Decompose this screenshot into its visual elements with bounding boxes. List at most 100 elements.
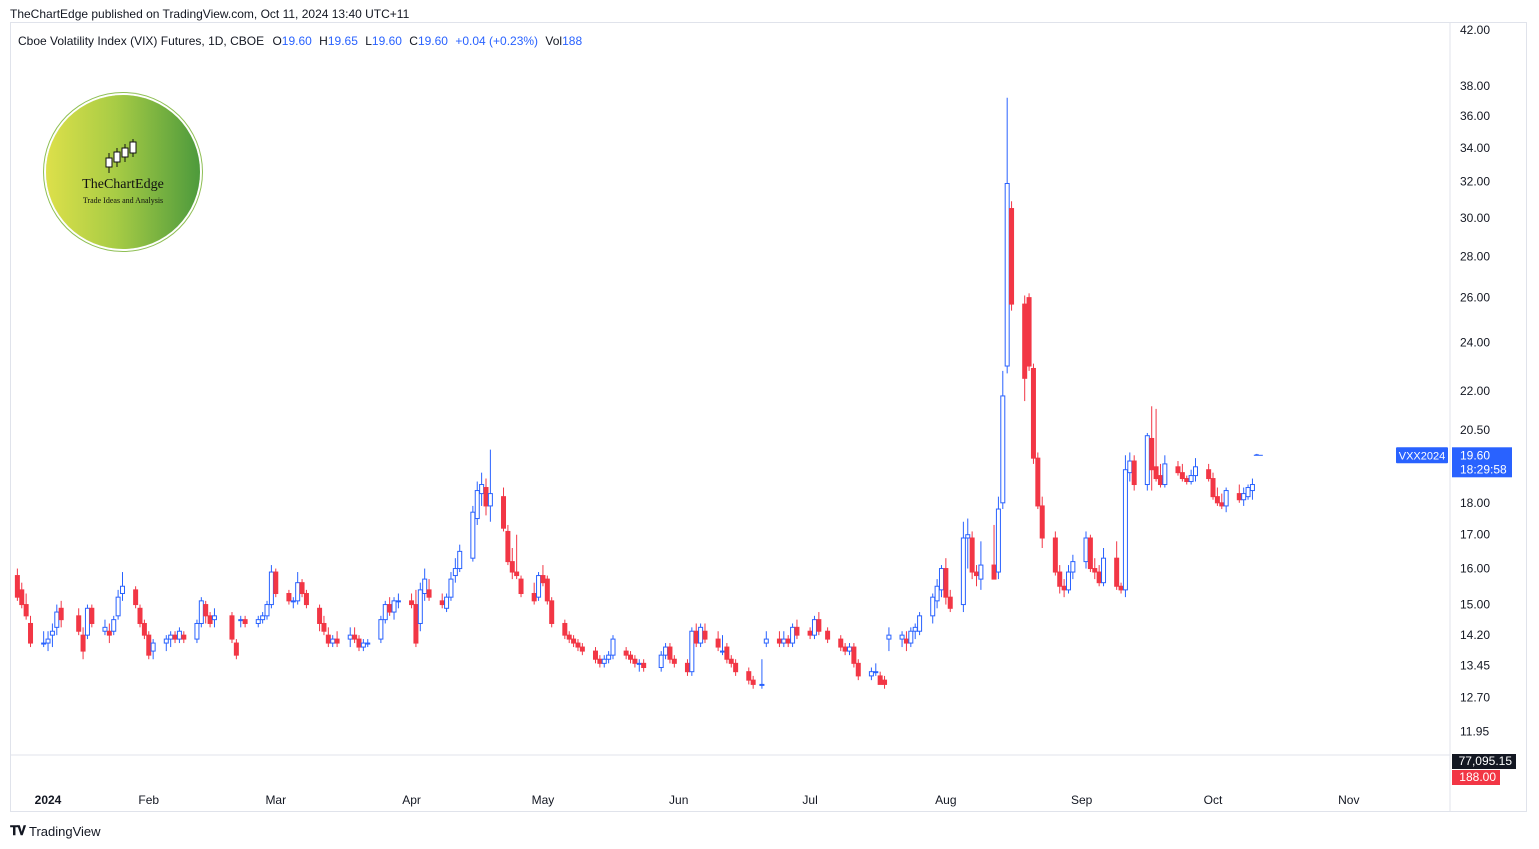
candle <box>842 643 848 656</box>
candle <box>141 619 147 640</box>
candle-body <box>838 638 844 648</box>
candle <box>45 631 51 652</box>
candle-body <box>908 630 914 644</box>
candle <box>14 568 20 601</box>
candle-body <box>715 638 721 648</box>
candle-body <box>474 490 480 520</box>
candle <box>426 579 432 601</box>
candle <box>785 635 791 648</box>
symbol-legend[interactable]: Cboe Volatility Index (VIX) Futures, 1D,… <box>18 34 586 48</box>
price-tick-label: 30.00 <box>1460 211 1490 225</box>
candle <box>1039 496 1045 549</box>
candle-body <box>1179 472 1185 480</box>
candle <box>623 647 629 660</box>
candle <box>321 615 327 636</box>
candle-body <box>194 622 200 640</box>
candle <box>137 604 143 628</box>
candle <box>886 627 892 652</box>
candle-body <box>54 611 60 628</box>
candle <box>325 627 331 648</box>
candle-body <box>947 596 953 609</box>
candle <box>229 612 235 644</box>
candle <box>260 612 266 624</box>
candle <box>133 586 139 609</box>
candle <box>724 643 730 664</box>
candle <box>360 639 366 652</box>
candle-body <box>886 634 892 640</box>
candle-body <box>133 589 139 606</box>
candle-body <box>807 630 813 636</box>
time-tick-label: Sep <box>1071 793 1093 807</box>
candle <box>991 524 997 580</box>
candle-body <box>163 638 169 644</box>
candle <box>347 627 353 648</box>
tradingview-brand[interactable]: 𝐓𝐕 TradingView <box>10 823 101 839</box>
candle-body <box>295 582 301 602</box>
candle-body <box>1026 297 1032 367</box>
candle-body <box>1149 437 1155 471</box>
symbol-price-badge <box>1396 447 1448 464</box>
candle <box>518 575 524 598</box>
candle <box>1131 455 1137 491</box>
candle-body <box>330 638 336 644</box>
candle <box>211 608 217 628</box>
candle <box>825 627 831 644</box>
candle-body <box>776 638 782 644</box>
price-tick-label: 24.00 <box>1460 335 1490 349</box>
candle <box>763 631 769 648</box>
candle <box>632 655 638 668</box>
candle <box>807 627 813 640</box>
legend-low-label: L <box>365 34 372 48</box>
candle <box>1022 295 1028 402</box>
candle <box>960 521 966 613</box>
candle <box>855 659 861 681</box>
candle-body <box>1118 585 1124 591</box>
candle-body <box>759 683 765 686</box>
candle <box>334 631 340 648</box>
candle <box>1179 463 1185 482</box>
candle-body <box>41 642 47 645</box>
candle-body <box>912 626 918 632</box>
candle <box>579 643 585 656</box>
candle <box>382 600 388 624</box>
candle-body <box>19 589 25 606</box>
candle <box>930 593 936 624</box>
candle <box>509 548 515 580</box>
candle-body <box>1052 537 1058 573</box>
candle-body <box>325 634 331 644</box>
candle <box>536 572 542 601</box>
logo-name: TheChartEdge <box>82 177 164 192</box>
candle-body <box>356 638 362 648</box>
candle <box>1245 484 1251 500</box>
candle-body <box>80 634 86 652</box>
candle <box>790 623 796 648</box>
candle <box>978 541 984 590</box>
candle <box>1210 472 1216 500</box>
candle-body <box>531 593 537 602</box>
candle <box>391 597 397 620</box>
candle <box>781 631 787 648</box>
candle-body <box>89 607 95 624</box>
candle-body <box>1241 493 1247 501</box>
candle <box>995 496 1001 580</box>
candle <box>882 675 888 689</box>
candle <box>76 608 82 636</box>
candle <box>444 593 450 613</box>
price-tick-label: 17.00 <box>1460 528 1490 542</box>
candle <box>847 643 853 656</box>
candle-body <box>1004 182 1010 367</box>
candle <box>255 615 261 628</box>
candle <box>947 589 953 613</box>
candle <box>562 619 568 640</box>
candle-body <box>487 493 493 507</box>
candle <box>1030 363 1036 464</box>
candle-body <box>785 638 791 644</box>
candle-body <box>1070 561 1076 573</box>
candle <box>903 631 909 652</box>
candle-body <box>172 634 178 640</box>
candle <box>1070 554 1076 580</box>
candle-body <box>794 626 800 636</box>
candle-body <box>444 596 450 609</box>
candle <box>365 639 371 648</box>
